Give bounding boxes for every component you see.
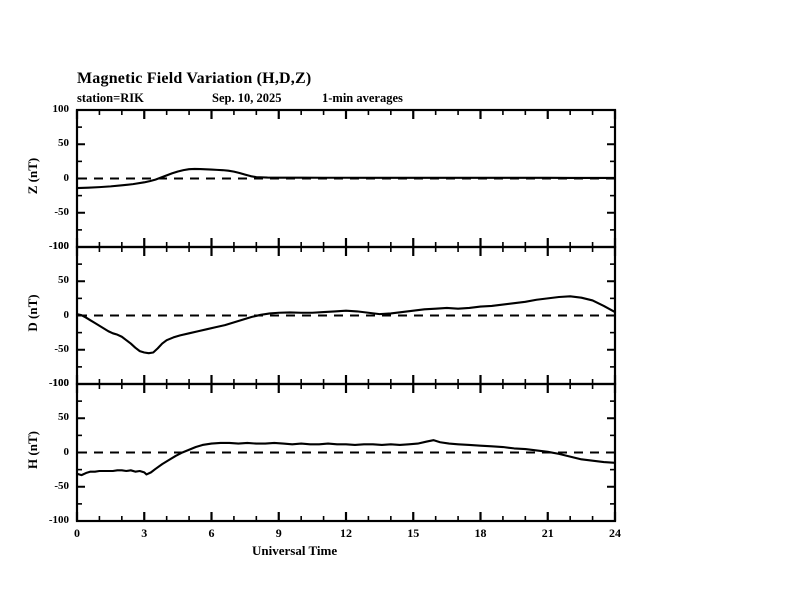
x-tick-label: 0 <box>74 526 80 540</box>
y-tick-label: 0 <box>63 308 70 321</box>
x-tick-label: 15 <box>407 526 420 540</box>
date-label: Sep. 10, 2025 <box>212 91 282 105</box>
y-tick-label: 100 <box>52 103 70 115</box>
y-tick-label: 50 <box>58 411 69 424</box>
x-tick-label: 3 <box>141 526 148 540</box>
y-tick-label: -100 <box>48 377 69 389</box>
x-tick-label: 24 <box>609 526 621 540</box>
y-axis-title-d: D (nT) <box>25 294 40 332</box>
y-tick-label: 50 <box>58 274 69 287</box>
y-tick-label: 100 <box>52 377 70 389</box>
y-tick-label: -100 <box>48 240 69 252</box>
y-tick-label: -100 <box>48 514 69 526</box>
panel-z <box>75 108 617 249</box>
x-tick-label: 12 <box>340 526 352 540</box>
panel-h <box>75 382 617 523</box>
x-tick-label: 21 <box>541 526 554 540</box>
y-tick-label: 100 <box>52 240 70 252</box>
y-axis-title-h: H (nT) <box>25 431 40 469</box>
chart-title: Magnetic Field Variation (H,D,Z) <box>77 70 312 87</box>
trace-d <box>75 295 617 355</box>
averaging-label: 1-min averages <box>322 91 403 105</box>
panel-d <box>75 245 617 386</box>
x-tick-label: 18 <box>474 526 487 540</box>
y-tick-label: 50 <box>58 137 69 150</box>
y-tick-label: 0 <box>63 445 70 458</box>
y-tick-label: -50 <box>54 342 69 355</box>
y-tick-label: -50 <box>54 205 69 218</box>
station-label: station=RIK <box>77 91 144 105</box>
y-axis-title-z: Z (nT) <box>25 157 40 195</box>
trace-h <box>75 439 617 477</box>
x-tick-label: 9 <box>275 526 282 540</box>
y-tick-label: 0 <box>63 171 70 184</box>
x-tick-label: 6 <box>208 526 215 540</box>
trace-z <box>75 167 617 190</box>
y-tick-label: -50 <box>54 479 69 492</box>
x-axis-title: Universal Time <box>252 543 338 558</box>
